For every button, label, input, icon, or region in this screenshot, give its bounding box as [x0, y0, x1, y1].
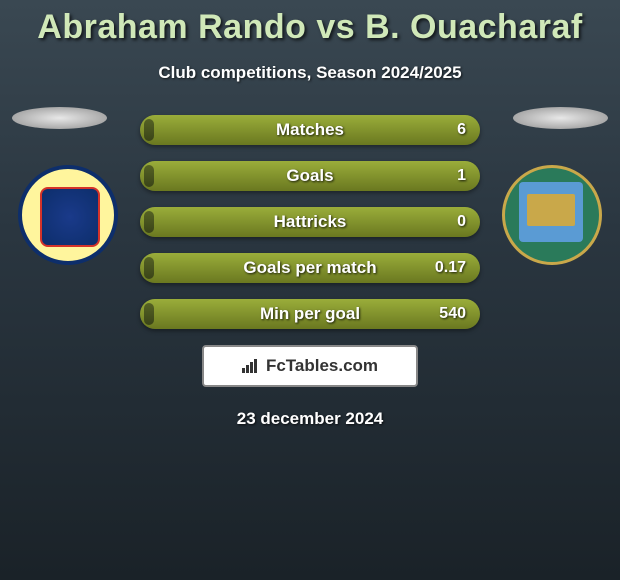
attribution-text: FcTables.com [266, 356, 378, 376]
club-badge-left [18, 165, 118, 265]
stats-bars: Matches6Goals1Hattricks0Goals per match0… [140, 115, 480, 329]
bar-label: Matches [140, 115, 480, 145]
player-shadow-left [12, 107, 107, 129]
date-label: 23 december 2024 [0, 409, 620, 429]
bar-value: 1 [457, 161, 466, 191]
bar-value: 540 [439, 299, 466, 329]
stat-row: Goals1 [140, 161, 480, 191]
club-badge-right [502, 165, 602, 265]
bar-label: Hattricks [140, 207, 480, 237]
bar-label: Goals per match [140, 253, 480, 283]
stat-row: Matches6 [140, 115, 480, 145]
player-shadow-right [513, 107, 608, 129]
stat-row: Hattricks0 [140, 207, 480, 237]
bar-value: 6 [457, 115, 466, 145]
bar-value: 0.17 [435, 253, 466, 283]
content-area: Matches6Goals1Hattricks0Goals per match0… [0, 115, 620, 429]
bar-label: Min per goal [140, 299, 480, 329]
stat-row: Goals per match0.17 [140, 253, 480, 283]
chart-icon [242, 359, 260, 373]
bar-value: 0 [457, 207, 466, 237]
subtitle: Club competitions, Season 2024/2025 [0, 63, 620, 83]
page-title: Abraham Rando vs B. Ouacharaf [0, 0, 620, 47]
attribution-badge: FcTables.com [202, 345, 418, 387]
bar-label: Goals [140, 161, 480, 191]
comparison-infographic: Abraham Rando vs B. Ouacharaf Club compe… [0, 0, 620, 580]
stat-row: Min per goal540 [140, 299, 480, 329]
